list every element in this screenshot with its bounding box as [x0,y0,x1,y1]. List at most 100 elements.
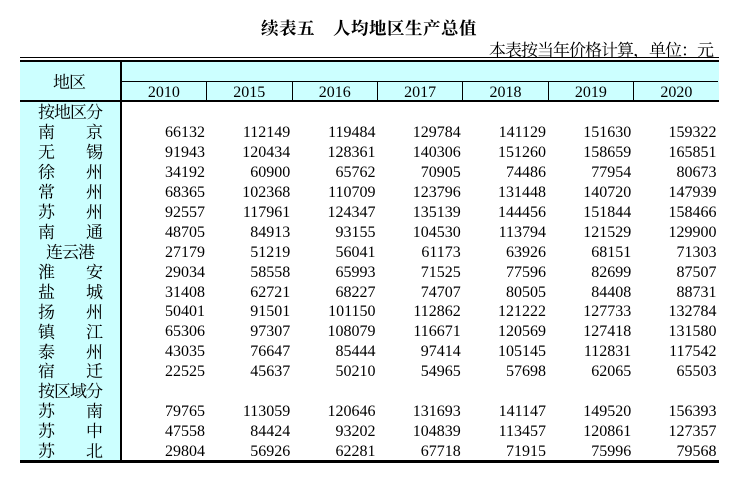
value-cell: 131693 [412,403,461,421]
region-label: 无锡 [20,142,122,162]
year-header-label: 2016 [318,83,351,101]
value-cell [548,103,633,123]
value-cell: 132784 [668,303,717,321]
value-cell: 123796 [412,183,461,201]
region-label: 盐城 [20,281,122,301]
value-cell: 84424 [250,423,291,441]
table-title: 续表五 人均地区生产总值 [20,18,718,37]
value-cell: 141147 [498,403,547,421]
region-label: 常州 [20,181,122,201]
value-cell: 87507 [676,263,717,281]
value-cell: 129900 [668,223,717,241]
year-header-cell: 2017 [376,81,462,101]
value-cell [207,103,292,123]
value-cell: 77596 [506,263,547,281]
value-cell: 131448 [498,183,547,201]
value-cell: 141129 [498,123,547,141]
table-bottom-rule [19,460,719,464]
value-cell: 121222 [498,303,547,321]
value-cell: 76647 [250,343,291,361]
value-cell: 91943 [164,143,205,161]
value-cell: 113457 [498,423,547,441]
value-cell: 159322 [668,123,717,141]
group-row: 按地区分 [20,102,719,122]
value-cell: 57698 [506,363,547,381]
value-cell: 149520 [583,403,632,421]
value-cell: 102368 [242,183,291,201]
value-cell: 140306 [412,143,461,161]
table-note: 本表按当年价格计算，单位：元 [20,41,714,59]
value-cell: 31408 [164,283,205,301]
value-cell: 120861 [583,423,632,441]
value-cell [633,382,718,402]
value-cell: 62065 [591,363,632,381]
value-cell: 77954 [591,163,632,181]
year-header-row: 2010 2015 2016 2017 2018 2019 2020 [122,81,719,101]
data-row: 苏州 92557 117961 124347 135139 144456 151844 158… [20,201,719,221]
value-cell: 63926 [506,243,547,261]
value-cell: 43035 [164,343,205,361]
region-label: 南京 [20,122,122,142]
value-cell: 54965 [420,363,461,381]
value-cell: 71303 [676,243,717,261]
header-bottom-line [19,100,719,102]
year-header-cell: 2019 [547,81,633,101]
value-cell: 62721 [250,283,291,301]
region-label: 徐州 [20,161,122,181]
value-cell: 84913 [250,223,291,241]
value-cell: 151844 [583,203,632,221]
value-cell: 50401 [164,303,205,321]
value-cell [377,382,462,402]
value-cell: 117542 [669,343,717,361]
value-cell: 127357 [668,423,717,441]
data-row: 淮安 29034 58558 65993 71525 77596 82699 87507 [20,261,719,281]
value-cell: 120569 [498,323,547,341]
value-cell: 120646 [327,403,376,421]
value-cell: 79765 [164,403,205,421]
year-header-label: 2019 [574,83,607,101]
value-cell [122,382,207,402]
value-cell: 68227 [335,283,376,301]
value-cell: 71915 [506,443,547,461]
value-cell: 67718 [420,443,461,461]
value-cell: 147939 [668,183,717,201]
value-cell [633,103,718,123]
value-cell: 92557 [164,203,205,221]
value-cell: 93155 [335,223,376,241]
value-cell [463,103,548,123]
value-cell: 48705 [164,223,205,241]
value-cell: 45637 [250,363,291,381]
value-cell: 97307 [250,323,291,341]
value-cell: 88731 [676,283,717,301]
region-label: 泰州 [20,341,122,361]
value-cell: 105145 [498,343,547,361]
value-cell: 82699 [591,263,632,281]
value-cell [463,382,548,402]
value-cell: 50210 [335,363,376,381]
data-row: 苏中 47558 84424 93202 104839 113457 120861 12735… [20,421,719,441]
value-cell: 47558 [164,423,205,441]
value-cell: 97414 [420,343,461,361]
value-cell: 85444 [335,343,376,361]
value-cell: 80505 [506,283,547,301]
region-label: 南通 [20,221,122,241]
value-cell: 113794 [498,223,547,241]
value-cell: 127733 [583,303,632,321]
year-header-label: 2018 [489,83,522,101]
region-label: 苏南 [20,401,122,421]
value-cell: 93202 [335,423,376,441]
value-cell: 112831 [583,343,632,361]
value-cell: 129784 [412,123,461,141]
value-cell: 101150 [328,303,376,321]
value-cell: 165851 [668,143,717,161]
value-cell: 66132 [164,123,205,141]
value-cell: 104839 [412,423,461,441]
year-header-label: 2015 [233,83,266,101]
value-cell [548,382,633,402]
value-cell: 68365 [164,183,205,201]
value-cell [292,103,377,123]
value-cell: 80673 [676,163,717,181]
value-cell: 131580 [668,323,717,341]
value-cell [122,103,207,123]
value-cell: 127418 [583,323,632,341]
